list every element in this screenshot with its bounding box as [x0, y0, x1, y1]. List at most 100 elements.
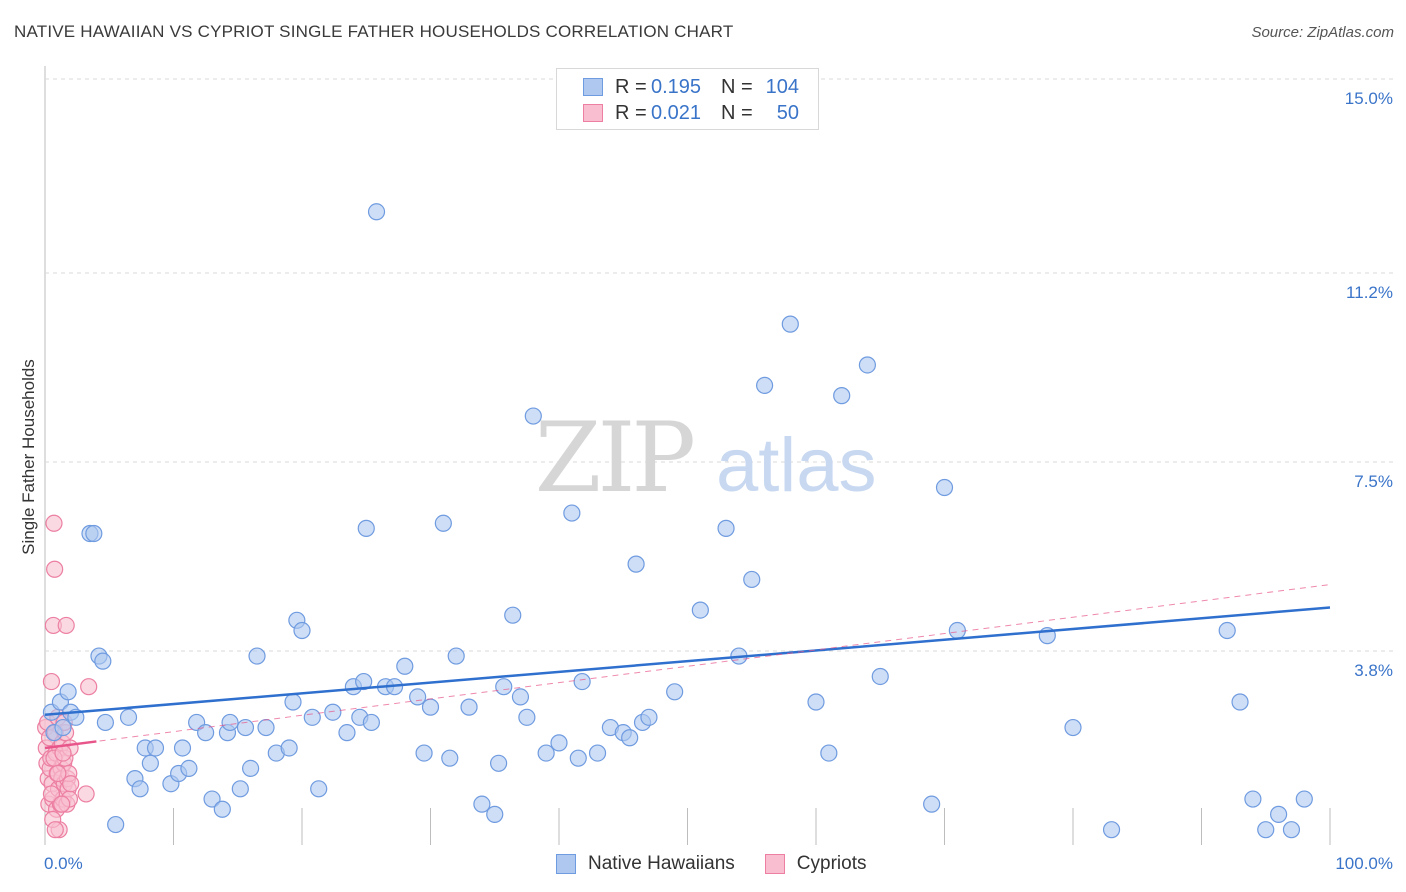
data-point — [717, 519, 735, 537]
y-tick-label: 7.5% — [1354, 472, 1393, 491]
data-point — [310, 780, 328, 798]
legend-item-native-hawaiians[interactable]: Native Hawaiians — [556, 853, 735, 875]
data-point — [146, 739, 165, 757]
data-point — [511, 688, 530, 706]
data-point — [573, 672, 591, 691]
watermark: ZIP atlas — [535, 402, 877, 514]
data-point — [490, 754, 508, 772]
legend-item-cypriots[interactable]: Cypriots — [764, 853, 867, 875]
data-point — [415, 744, 433, 762]
legend-row-native-hawaiians: R = 0.195 N = 104 — [583, 75, 799, 99]
data-point — [948, 621, 966, 640]
data-point — [537, 744, 555, 762]
data-point — [59, 683, 77, 701]
data-point — [1269, 805, 1288, 823]
r-label: R = — [615, 101, 647, 124]
data-point — [755, 376, 774, 394]
data-point — [85, 524, 103, 543]
data-point — [46, 560, 64, 578]
data-point — [486, 805, 504, 823]
data-point — [441, 749, 459, 767]
data-point — [324, 703, 342, 721]
data-point — [236, 718, 255, 737]
blue-swatch — [583, 78, 603, 96]
data-point — [447, 647, 465, 665]
data-point — [1282, 821, 1301, 839]
data-point — [119, 708, 138, 726]
data-point — [807, 693, 825, 711]
data-point — [42, 672, 61, 691]
data-point — [203, 790, 221, 808]
chart-title: NATIVE HAWAIIAN VS CYPRIOT SINGLE FATHER… — [14, 22, 734, 41]
watermark-atlas: atlas — [716, 423, 877, 508]
data-point — [42, 785, 61, 803]
y-tick-label: 3.8% — [1354, 661, 1393, 680]
y-tick-label: 11.2% — [1346, 283, 1393, 302]
source-label: Source: ZipAtlas.com — [1251, 24, 1394, 41]
data-point — [284, 693, 302, 711]
legend-label: Native Hawaiians — [588, 853, 735, 874]
n-value: 104 — [765, 75, 799, 98]
data-point — [367, 203, 386, 221]
data-point — [504, 606, 522, 624]
data-point — [80, 678, 98, 696]
data-point — [57, 616, 75, 635]
n-label: N = — [721, 101, 753, 124]
x-tick-marks — [44, 808, 1331, 845]
data-point — [62, 775, 80, 793]
data-point — [409, 688, 427, 706]
legend-row-cypriots: R = 0.021 N = 50 — [583, 101, 799, 125]
data-point — [173, 739, 192, 757]
data-point — [871, 667, 889, 686]
data-point — [1231, 693, 1249, 711]
data-point — [1244, 790, 1262, 808]
trend-line-cypriots-solid — [44, 740, 97, 750]
data-point — [743, 570, 761, 589]
data-point — [280, 739, 298, 757]
x-tick-labels: 0.0% 100.0% — [44, 854, 1393, 873]
data-point — [691, 601, 709, 619]
correlation-legend: R = 0.195 N = 104 R = 0.021 N = 50 — [556, 68, 819, 130]
data-point — [518, 708, 536, 726]
pink-swatch — [583, 104, 603, 122]
data-point — [524, 407, 542, 425]
legend-label: Cypriots — [796, 853, 867, 874]
data-point — [49, 764, 67, 783]
data-point — [1257, 821, 1275, 839]
data-point — [46, 821, 64, 839]
data-point — [231, 780, 249, 798]
data-point — [569, 749, 587, 767]
data-point — [495, 678, 513, 696]
data-point — [197, 724, 215, 742]
data-point — [221, 713, 239, 732]
data-point — [473, 795, 491, 813]
x-tick-label-min: 0.0% — [44, 854, 83, 873]
data-point — [94, 652, 112, 670]
data-point — [588, 744, 607, 762]
data-point — [293, 621, 311, 640]
data-point — [1218, 621, 1236, 640]
data-point — [396, 657, 414, 675]
data-point — [550, 734, 568, 752]
data-point — [45, 514, 63, 532]
data-point — [833, 387, 851, 405]
data-point — [355, 672, 373, 691]
pink-swatch — [764, 854, 785, 874]
data-point — [858, 356, 877, 374]
data-point — [77, 785, 95, 803]
n-label: N = — [721, 75, 753, 98]
r-value: 0.021 — [651, 101, 702, 124]
data-point — [460, 698, 478, 716]
data-point — [563, 504, 581, 522]
watermark-zip: ZIP — [535, 402, 694, 514]
data-point — [357, 519, 375, 537]
data-point — [923, 795, 941, 813]
data-point — [935, 478, 954, 497]
data-point — [54, 718, 72, 737]
data-point — [820, 744, 838, 762]
data-point — [141, 754, 159, 772]
series-cypriots — [37, 514, 98, 839]
series-native-hawaiians — [42, 203, 1313, 839]
y-tick-label: 15.0% — [1345, 89, 1393, 108]
trend-line-cypriots — [44, 584, 1331, 749]
